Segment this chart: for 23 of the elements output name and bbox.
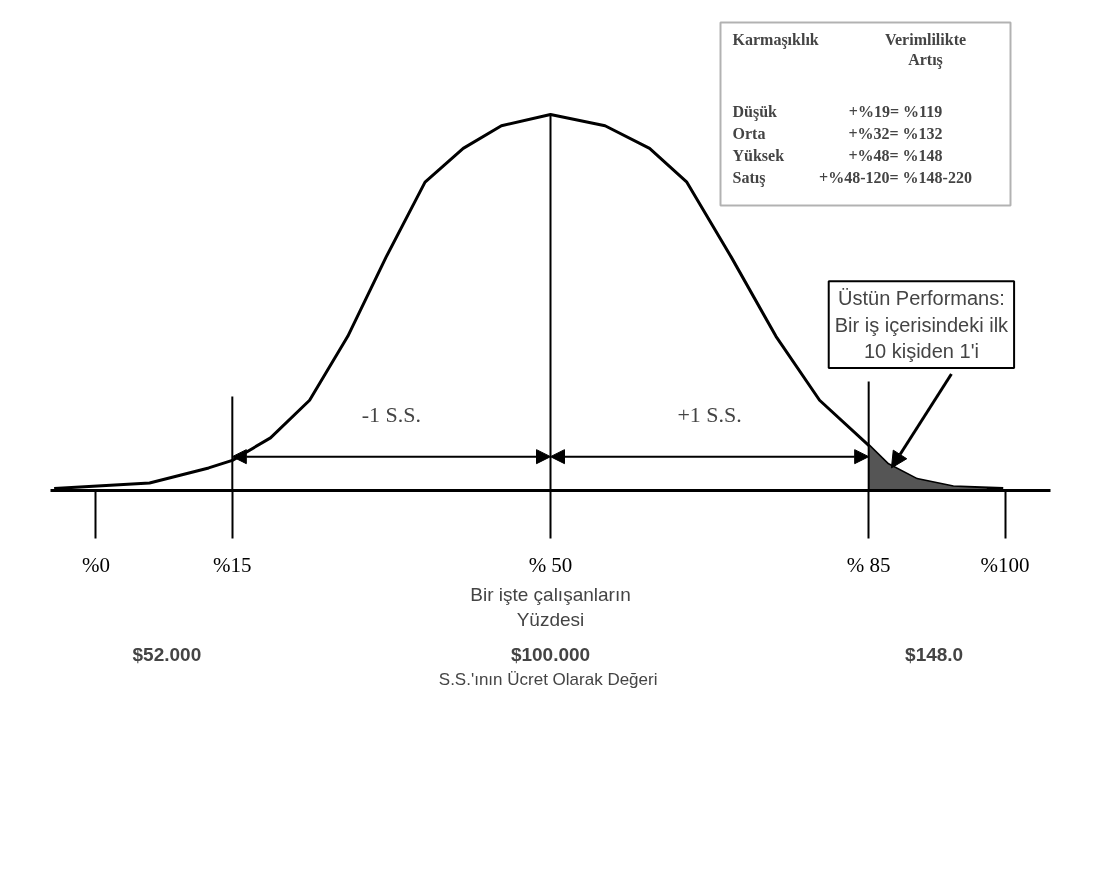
x-tick-label: %15 bbox=[213, 552, 252, 577]
x2-tick-label: $148.0 bbox=[905, 643, 964, 665]
annotation: Satış bbox=[732, 168, 766, 187]
x2-tick-label: $100.000 bbox=[510, 643, 591, 665]
annotation: +%19= %119 bbox=[848, 102, 943, 120]
x-axis-title: Bir işte çalışanların Yüzdesi bbox=[470, 583, 631, 630]
text: Verimlilikte Artış bbox=[884, 30, 967, 69]
x-tick-label: % 85 bbox=[846, 552, 891, 577]
annotation: +%48-120= %148-220 bbox=[819, 168, 972, 186]
annotation: Orta bbox=[732, 124, 766, 142]
annotation: +%32= %132 bbox=[848, 124, 943, 142]
annotation: Üstün Performans: Bir iş içerisindeki ilk 10 kişiden 1'i bbox=[834, 287, 1010, 362]
annotation: -1 S.S. bbox=[361, 401, 422, 427]
annotation: +1 S.S. bbox=[677, 401, 742, 427]
annotation: Düşük bbox=[732, 102, 778, 121]
x-tick-label: % 50 bbox=[528, 552, 573, 577]
annotation: Yüksek bbox=[732, 146, 785, 164]
text: Karmaşıklık bbox=[732, 30, 819, 49]
x2-tick-label: $52.000 bbox=[132, 643, 202, 665]
x2-axis-title: S.S.'ının Ücret Olarak Değeri bbox=[438, 669, 658, 689]
x-tick-label: %0 bbox=[81, 552, 110, 577]
x-tick-label: %100 bbox=[980, 552, 1030, 577]
annotation: +%48= %148 bbox=[848, 146, 943, 164]
